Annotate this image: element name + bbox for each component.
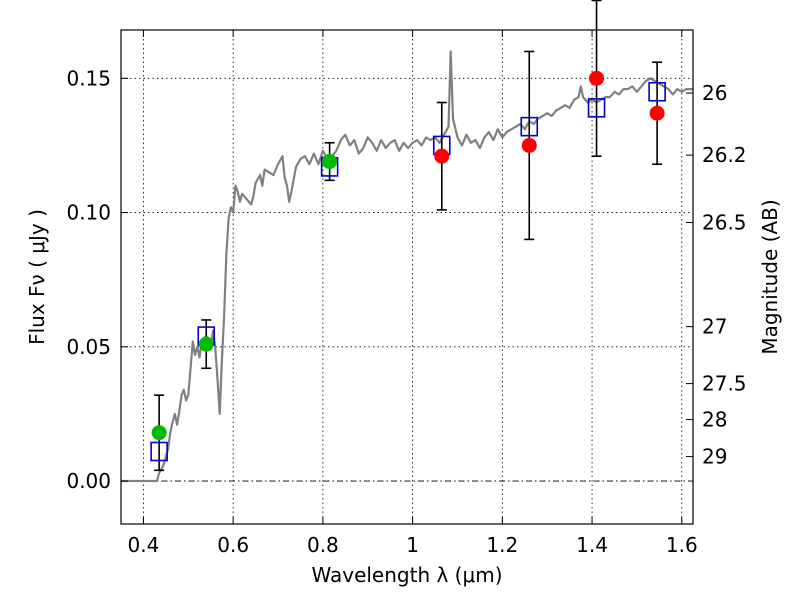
- y2-tick-label: 29: [702, 445, 727, 469]
- x-tick-label: 0.4: [128, 533, 160, 557]
- green-point: [322, 154, 338, 170]
- axis-ticks: 0.4 0.6 0.8 1 1.2 1.4 1.6 0.00 0.05 0.10 0.15 26 26.…: [66, 30, 747, 557]
- green-point: [198, 336, 214, 352]
- template-square-marker: [150, 441, 168, 462]
- y2-tick-label: 26: [702, 81, 727, 105]
- template-square-marker: [587, 98, 606, 118]
- x-tick-label: 0.6: [217, 533, 249, 557]
- y-tick-label: 0.00: [66, 469, 111, 493]
- green-point: [151, 425, 167, 441]
- y2-tick-label: 27.5: [702, 372, 747, 396]
- model-spectrum-line: [121, 50, 693, 483]
- y-tick-label: 0.05: [66, 335, 111, 359]
- red-point: [589, 70, 605, 86]
- red-point: [649, 105, 665, 121]
- red-point: [434, 148, 450, 164]
- y2-tick-label: 28: [702, 408, 727, 432]
- x-tick-label: 1.6: [666, 533, 698, 557]
- y-tick-label: 0.10: [66, 201, 111, 225]
- y-tick-label: 0.15: [66, 66, 111, 90]
- x-tick-label: 1: [406, 533, 419, 557]
- y-axis-label: Flux Fν ( μJy ): [25, 209, 49, 345]
- y2-tick-label: 27: [702, 315, 727, 339]
- x-axis-label: Wavelength λ (μm): [311, 563, 502, 587]
- y2-axis-label: Magnitude (AB): [758, 199, 782, 354]
- y2-tick-label: 26.2: [702, 143, 747, 167]
- y2-tick-label: 26.5: [702, 210, 747, 234]
- x-tick-label: 0.8: [307, 533, 339, 557]
- plot-frame: [120, 29, 694, 525]
- red-point: [521, 137, 537, 153]
- template-square-marker: [648, 81, 666, 102]
- template-square-marker: [520, 116, 539, 137]
- plot-area: [121, 0, 693, 483]
- x-tick-label: 1.2: [486, 533, 518, 557]
- x-tick-label: 1.4: [576, 533, 608, 557]
